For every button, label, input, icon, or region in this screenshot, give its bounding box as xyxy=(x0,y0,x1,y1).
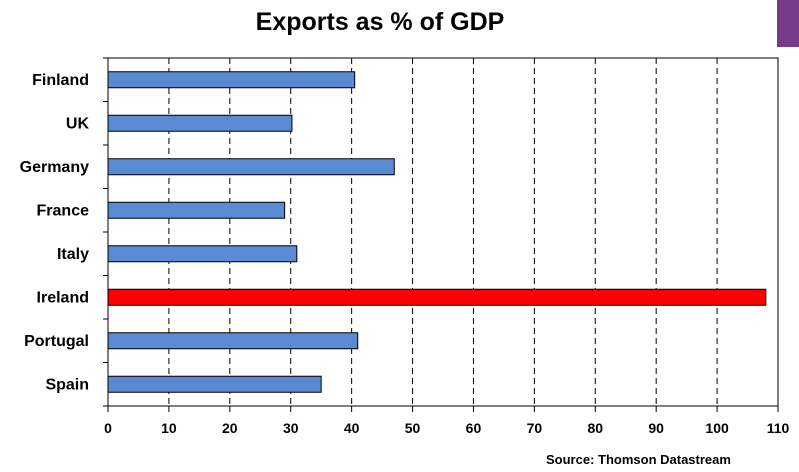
x-tick-label: 20 xyxy=(222,420,238,436)
category-label: Finland xyxy=(32,72,89,89)
x-tick-label: 100 xyxy=(705,420,729,436)
bar-germany xyxy=(107,158,395,176)
bar-italy xyxy=(107,245,298,263)
x-tick-label: 60 xyxy=(466,420,482,436)
category-label: UK xyxy=(66,115,90,132)
x-tick-label: 110 xyxy=(767,420,790,436)
x-axis: 0 10 20 30 40 50 60 70 80 90 100 110 xyxy=(104,406,790,436)
x-tick-label: 80 xyxy=(587,420,603,436)
category-label: Ireland xyxy=(37,289,89,306)
gridlines xyxy=(168,58,718,406)
bars xyxy=(107,71,767,393)
category-label: Portugal xyxy=(24,333,89,350)
x-tick-label: 90 xyxy=(648,420,664,436)
bar-ireland xyxy=(107,288,767,306)
category-label: Germany xyxy=(20,159,89,176)
source-note: Source: Thomson Datastream xyxy=(546,452,731,467)
category-label: Italy xyxy=(57,246,89,263)
x-tick-label: 70 xyxy=(527,420,543,436)
x-tick-label: 0 xyxy=(104,420,112,436)
category-label: France xyxy=(37,202,90,219)
x-tick-label: 10 xyxy=(161,420,177,436)
x-tick-label: 50 xyxy=(405,420,421,436)
y-axis: Finland UK Germany France Italy Ireland Portug… xyxy=(20,57,108,407)
bar-uk xyxy=(107,114,293,132)
bar-finland xyxy=(107,71,356,89)
category-label: Spain xyxy=(45,376,89,393)
bar-spain xyxy=(107,375,322,393)
plot-border xyxy=(107,57,779,407)
bar-portugal xyxy=(107,332,359,350)
corner-accent-bar xyxy=(777,0,799,47)
x-tick-label: 40 xyxy=(344,420,360,436)
bar-france xyxy=(107,201,286,219)
plot-frame xyxy=(107,57,779,407)
x-tick-label: 30 xyxy=(283,420,299,436)
chart-title: Exports as % of GDP xyxy=(255,8,505,36)
